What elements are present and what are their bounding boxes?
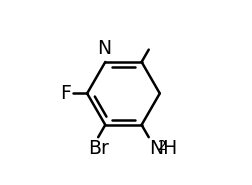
Text: 2: 2	[158, 139, 167, 153]
Text: F: F	[60, 84, 72, 103]
Text: N: N	[97, 39, 111, 58]
Text: Br: Br	[88, 139, 109, 158]
Text: NH: NH	[149, 139, 178, 158]
